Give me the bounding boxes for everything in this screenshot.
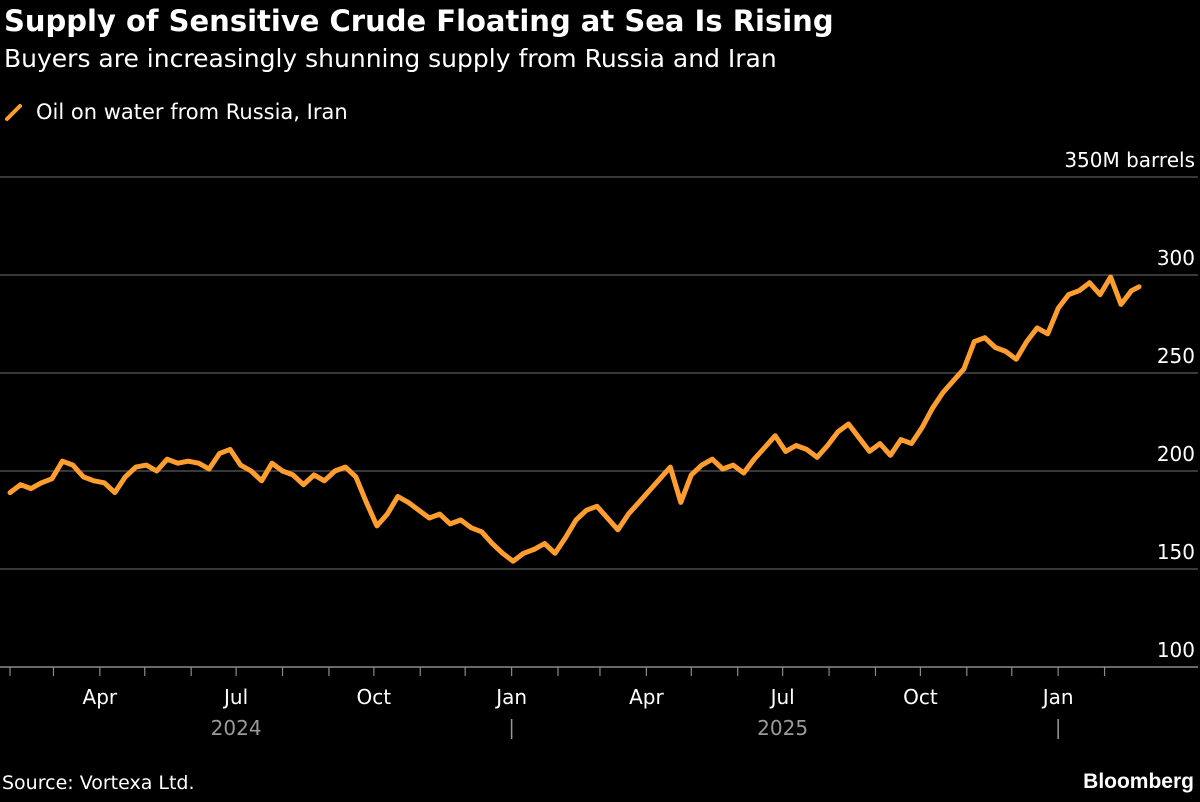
y-tick-label-150: 150 [1157, 540, 1195, 564]
y-tick-label-200: 200 [1157, 442, 1195, 466]
x-tick-label-jan: Jan [1041, 685, 1074, 709]
x-tick-label-jan: Jan [494, 685, 527, 709]
x-tick-label-jul: Jul [769, 685, 795, 709]
year-label-2024: 2024 [211, 716, 262, 740]
series-line-0 [7, 274, 1142, 564]
y-tick-label-300: 300 [1157, 246, 1195, 270]
x-tick-label-apr: Apr [83, 685, 118, 709]
bloomberg-logo: Bloomberg [1083, 770, 1194, 793]
chart-title: Supply of Sensitive Crude Floating at Se… [4, 4, 834, 38]
x-tick-label-oct: Oct [903, 685, 938, 709]
source-note: Source: Vortexa Ltd. [2, 772, 195, 794]
x-tick-label-apr: Apr [629, 685, 664, 709]
year-label-2025: 2025 [757, 716, 808, 740]
legend-label: Oil on water from Russia, Iran [36, 100, 348, 124]
y-tick-label-100: 100 [1157, 638, 1195, 662]
legend-swatch-icon [5, 104, 22, 121]
legend: Oil on water from Russia, Iran [4, 100, 348, 124]
x-tick-label-oct: Oct [357, 685, 392, 709]
x-tick-label-jul: Jul [222, 685, 248, 709]
y-tick-label-350: 350M barrels [1064, 148, 1195, 172]
chart-subtitle: Buyers are increasingly shunning supply … [4, 44, 777, 73]
y-tick-label-250: 250 [1157, 344, 1195, 368]
